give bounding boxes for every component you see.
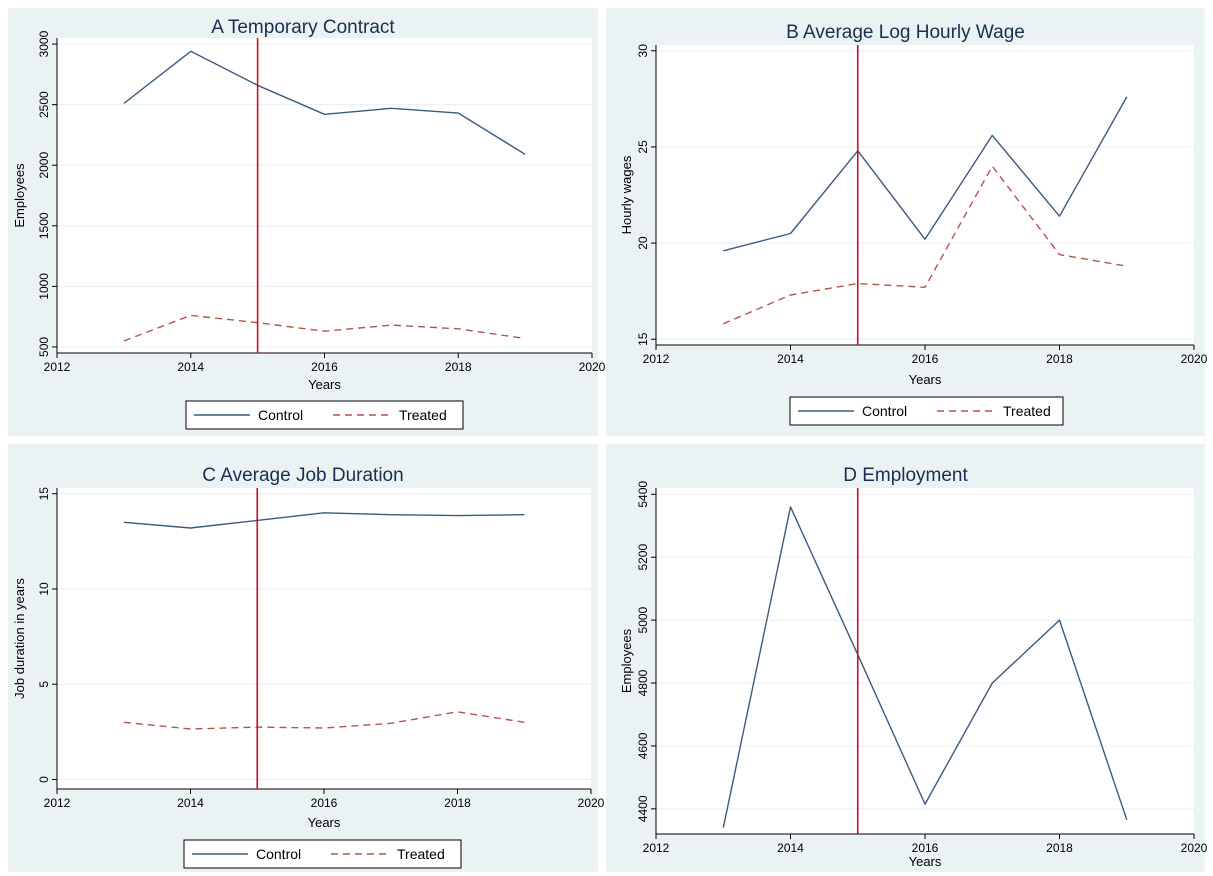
series-line-control: [722, 506, 1128, 828]
legend-label-control: Control: [258, 407, 303, 423]
plot-area: [656, 488, 1194, 834]
series-line-treated: [723, 165, 1127, 325]
x-tick-label: 2018: [1046, 841, 1073, 855]
plot-area: [656, 45, 1194, 345]
y-tick-label: 5400: [636, 481, 650, 508]
legend-label-control: Control: [862, 403, 907, 419]
x-tick-label: 2020: [579, 360, 606, 374]
series-line-control: [123, 50, 526, 155]
x-tick-label: 2018: [445, 360, 472, 374]
x-tick-label: 2012: [643, 352, 670, 366]
y-tick-label: 30: [636, 44, 650, 58]
x-tick-label: 2012: [44, 360, 71, 374]
x-tick-label: 2018: [444, 796, 471, 810]
y-axis-label: Job duration in years: [12, 578, 27, 699]
y-tick-label: 5200: [636, 544, 650, 571]
legend: Control Treated: [183, 839, 462, 869]
y-tick-label: 5: [37, 681, 51, 688]
legend-label-control: Control: [256, 846, 301, 862]
y-tick-label: 25: [636, 140, 650, 154]
y-tick-label: 3000: [37, 30, 51, 57]
y-tick-label: 5000: [636, 606, 650, 633]
y-tick-label: 0: [37, 776, 51, 783]
panel-a-temporary-contract: A Temporary Contract 2012 2014 2016 2018 2020…: [8, 8, 606, 436]
x-tick-label: 2016: [912, 841, 939, 855]
y-tick-label: 4600: [636, 732, 650, 759]
y-tick-label: 1000: [37, 273, 51, 300]
y-tick-label: 15: [636, 332, 650, 346]
y-axis-label: Employees: [12, 163, 27, 228]
legend-label-treated: Treated: [399, 407, 447, 423]
y-tick-label: 4800: [636, 669, 650, 696]
chart-title: B Average Log Hourly Wage: [786, 22, 1025, 43]
x-tick-label: 2020: [1181, 841, 1208, 855]
chart-title: C Average Job Duration: [202, 465, 403, 486]
x-axis-label: Years: [308, 377, 341, 392]
chart-title: A Temporary Contract: [211, 17, 395, 38]
legend: Control Treated: [789, 396, 1064, 426]
y-axis-label: Employees: [619, 628, 634, 693]
x-tick-label: 2012: [643, 841, 670, 855]
y-tick-label: 10: [37, 582, 51, 596]
y-tick-label: 4400: [636, 795, 650, 822]
y-tick-label: 1500: [37, 212, 51, 239]
series-line-control: [723, 96, 1128, 252]
x-axis-label: Years: [909, 854, 942, 869]
legend: Control Treated: [185, 400, 464, 430]
x-tick-label: 2016: [311, 796, 338, 810]
legend-label-treated: Treated: [397, 846, 445, 862]
legend-label-treated: Treated: [1003, 403, 1051, 419]
series-line-treated: [123, 314, 526, 342]
panel-c-average-job-duration: C Average Job Duration 2012 2014 2016 2018 20…: [8, 444, 605, 872]
x-tick-label: 2020: [578, 796, 605, 810]
x-axis-label: Years: [308, 815, 341, 830]
y-axis-label: Hourly wages: [619, 155, 634, 234]
x-tick-label: 2014: [777, 352, 804, 366]
x-tick-label: 2016: [311, 360, 338, 374]
x-tick-label: 2014: [177, 360, 204, 374]
x-tick-label: 2014: [777, 841, 804, 855]
x-axis-label: Years: [909, 372, 942, 387]
y-tick-label: 500: [37, 337, 51, 357]
panel-d-employment: D Employment 2012 2014 2016 2018 2020 4400 4600…: [606, 444, 1208, 872]
series-line-control: [123, 512, 525, 529]
plot-area: [57, 38, 592, 353]
x-tick-label: 2020: [1181, 352, 1208, 366]
plot-area: [57, 488, 591, 789]
x-tick-label: 2014: [177, 796, 204, 810]
x-tick-label: 2018: [1046, 352, 1073, 366]
y-tick-label: 15: [37, 487, 51, 501]
chart-title: D Employment: [843, 465, 968, 486]
x-tick-label: 2012: [44, 796, 71, 810]
y-tick-label: 20: [636, 236, 650, 250]
y-tick-label: 2000: [37, 152, 51, 179]
x-tick-label: 2016: [912, 352, 939, 366]
y-tick-label: 2500: [37, 91, 51, 118]
